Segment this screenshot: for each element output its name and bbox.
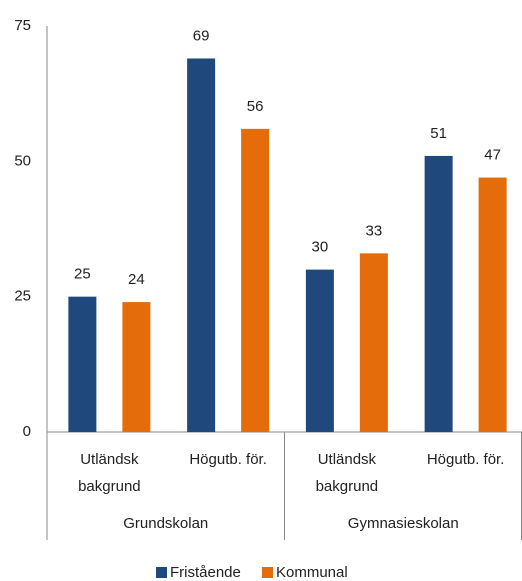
bar [187,58,216,432]
bar [241,128,270,432]
value-label: 25 [74,266,91,283]
bar [122,302,151,432]
bar [478,177,507,432]
value-label: 24 [128,271,145,288]
bar [359,253,388,432]
group-label: Gymnasieskolan [348,515,459,532]
value-label: 56 [247,98,264,115]
x-tick-label: Högutb. för. [427,451,505,468]
legend-swatch [156,567,167,578]
value-label: 69 [193,27,210,44]
y-tick-label: 25 [14,288,31,305]
value-label: 30 [312,239,329,256]
legend-label: Fristående [170,564,241,581]
value-label: 47 [484,147,501,164]
x-tick-label: Utländsk bakgrund [316,451,379,495]
value-label: 33 [366,222,383,239]
x-tick-label: Högutb. för. [189,451,267,468]
legend-label: Kommunal [276,564,348,581]
bar [305,269,334,432]
x-tick-label: Utländsk bakgrund [78,451,141,495]
bar [68,296,97,432]
value-label: 51 [430,125,447,142]
group-label: Grundskolan [123,515,208,532]
y-tick-label: 50 [14,152,31,169]
y-tick-label: 0 [23,423,31,440]
bar [424,155,453,433]
y-tick-label: 75 [14,17,31,34]
legend-swatch [262,567,273,578]
